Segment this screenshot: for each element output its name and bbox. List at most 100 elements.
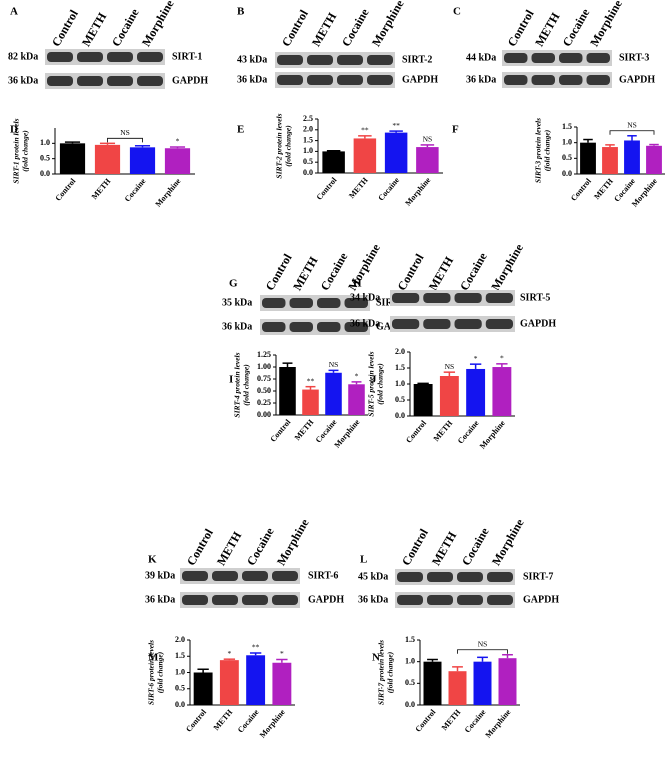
blot-band	[586, 53, 610, 63]
kda-label: 36 kDa	[358, 594, 388, 605]
blot-band	[392, 319, 420, 329]
significance-label: NS	[445, 362, 455, 371]
y-axis-label: SIRT-2 protein levels	[275, 113, 284, 178]
bracket-line	[107, 137, 143, 143]
blot-band	[307, 55, 333, 65]
blot-strip	[45, 73, 165, 89]
bar	[272, 662, 292, 705]
lane-label: Control	[394, 251, 426, 293]
error-bar	[469, 363, 482, 369]
blot-band	[107, 76, 133, 86]
blot-band	[182, 595, 208, 605]
blot-band	[137, 76, 163, 86]
y-tick-label: 0.0	[303, 168, 313, 177]
bar	[322, 151, 345, 173]
error-bar	[64, 141, 81, 144]
protein-label: GAPDH	[523, 594, 559, 605]
y-tick-label: 2.0	[303, 125, 313, 134]
y-axis-label: (fold change)	[242, 364, 251, 406]
blot-strip	[395, 592, 515, 608]
blot-band	[423, 293, 451, 303]
y-tick-label: 0.5	[175, 684, 185, 693]
error-bar	[649, 143, 659, 146]
error-bar	[328, 369, 339, 373]
y-axis-label: (fold change)	[376, 363, 385, 405]
lane-label: METH	[79, 10, 110, 49]
x-tick-label: Control	[569, 176, 593, 203]
error-bar	[282, 362, 293, 367]
y-tick-label: 1.00	[257, 362, 271, 371]
y-tick-label: 1.0	[303, 146, 313, 155]
significance-label: *	[176, 137, 180, 146]
x-tick-label: Cocaine	[236, 707, 261, 734]
lane-label: METH	[214, 529, 245, 568]
x-tick-label: Morphine	[154, 176, 183, 208]
blot-band	[559, 75, 583, 85]
blot-band	[272, 571, 298, 581]
y-tick-label: 1.0	[405, 656, 415, 665]
blot-band	[457, 595, 483, 605]
y-axis-label: SIRT-3 protein levels	[534, 118, 543, 183]
bar	[384, 132, 408, 173]
error-bar	[443, 371, 456, 376]
significance-bracket: NS	[457, 639, 508, 654]
bar	[646, 145, 662, 174]
x-tick-label: Control	[53, 176, 77, 203]
y-tick-label: 1.0	[395, 379, 405, 388]
y-axis-label: SIRT-4 protein levels	[233, 352, 242, 417]
bar	[279, 367, 296, 415]
y-axis-label: (fold change)	[284, 125, 293, 167]
blot-strip	[260, 295, 370, 311]
blot-band	[337, 75, 363, 85]
blot-band	[531, 53, 555, 63]
lane-label: METH	[429, 529, 460, 568]
bracket-line	[609, 130, 655, 135]
x-tick-label: Morphine	[484, 707, 513, 739]
significance-label: *	[280, 649, 284, 658]
blot-band	[77, 76, 103, 86]
x-tick-label: Cocaine	[463, 707, 488, 734]
blot-band	[277, 55, 303, 65]
significance-label: NS	[423, 135, 433, 144]
protein-label: GAPDH	[619, 74, 655, 85]
panel-letter: A	[10, 6, 18, 18]
blot-band	[242, 571, 268, 581]
error-bar	[223, 658, 236, 661]
kda-label: 82 kDa	[8, 51, 38, 62]
error-bar	[427, 658, 438, 662]
bracket-label: NS	[627, 120, 637, 129]
x-tick-label: METH	[440, 707, 463, 732]
x-tick-label: METH	[212, 707, 235, 732]
x-tick-label: Cocaine	[376, 175, 401, 202]
bar	[602, 147, 618, 174]
lane-label: Morphine	[489, 516, 527, 568]
y-axis-label: SIRT-1 protein levels	[12, 118, 21, 183]
blot-band	[427, 572, 453, 582]
error-bar	[305, 385, 316, 390]
y-tick-label: 1.0	[562, 137, 572, 146]
lane-label: Morphine	[488, 241, 526, 293]
bar-chart: E SIRT-2 protein levels (fold change) 0.0 0.…	[237, 113, 443, 208]
y-tick-label: 0.5	[395, 395, 405, 404]
y-axis-label: SIRT-7 protein levels	[377, 640, 386, 705]
panel-letter: H	[353, 278, 362, 290]
y-tick-label: 2.0	[175, 635, 185, 644]
error-bar	[358, 135, 372, 139]
significance-label: NS	[329, 360, 339, 369]
significance-label: **	[252, 643, 260, 652]
bar	[325, 372, 342, 415]
kda-label: 44 kDa	[466, 52, 496, 63]
lane-label: Cocaine	[244, 525, 277, 568]
panel-letter: B	[237, 6, 245, 18]
blot-band	[277, 75, 303, 85]
y-tick-label: 0.0	[405, 700, 415, 709]
y-tick-label: 1.5	[405, 635, 415, 644]
bracket-label: NS	[478, 639, 488, 648]
blot-band	[307, 75, 333, 85]
bar	[413, 384, 433, 416]
